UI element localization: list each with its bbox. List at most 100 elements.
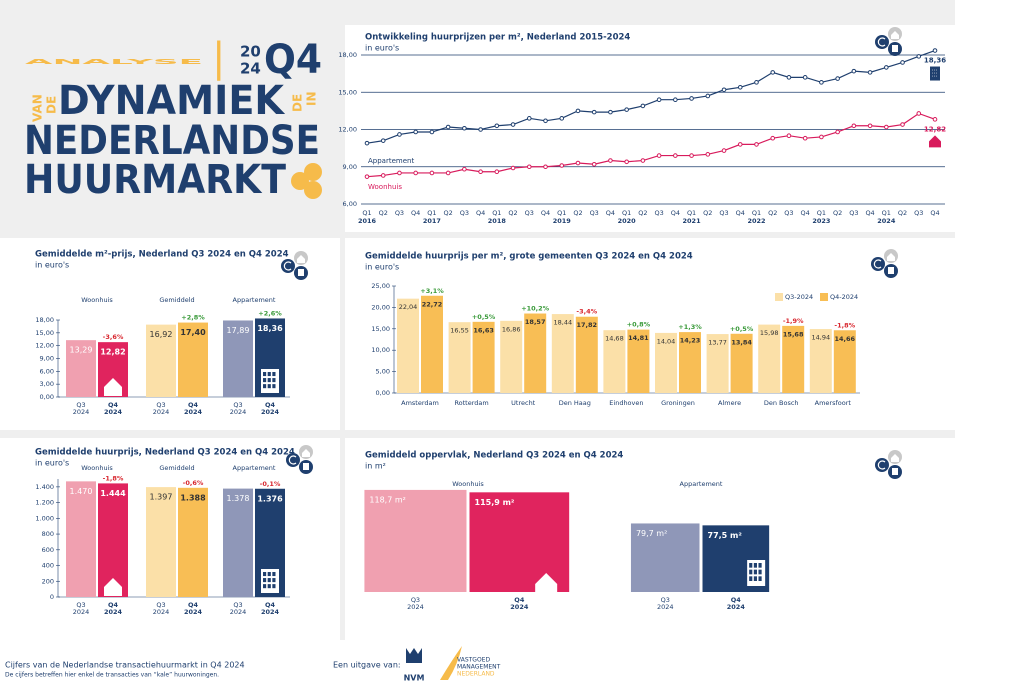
x-tick-label: Q2: [703, 209, 712, 217]
x-tick-label: Q2: [768, 209, 777, 217]
point: [624, 107, 629, 112]
period-year: 2024: [510, 603, 529, 611]
value-label: 16,63: [473, 326, 494, 334]
euro-icon: [288, 455, 297, 465]
x-tick-label: Q4: [606, 209, 615, 217]
point: [559, 116, 565, 121]
value-label: 79,7 m²: [636, 529, 667, 538]
point: [608, 158, 613, 163]
value-label: 13,84: [731, 338, 752, 346]
bar: [833, 330, 856, 393]
y-tick-label: 15,00: [338, 88, 357, 96]
change-label: +10,2%: [521, 305, 549, 313]
logo-mark: [440, 646, 462, 680]
house-icon: [104, 578, 122, 596]
header-separator: |: [212, 35, 225, 81]
header-suffix: IN: [305, 91, 319, 106]
point: [689, 153, 694, 158]
point: [851, 123, 857, 129]
value-label: 16,92: [150, 330, 173, 339]
bar: [178, 322, 208, 397]
y-tick-label: 5,00: [376, 368, 390, 376]
y-tick-label: 600: [42, 546, 54, 554]
euro-icon: [281, 259, 295, 273]
point: [819, 80, 824, 85]
period-year: 2024: [153, 608, 170, 616]
building-icon: [892, 45, 898, 52]
x-tick-label: Q2: [379, 209, 388, 217]
house-icon: [891, 454, 899, 462]
window: [272, 378, 276, 383]
window: [936, 75, 937, 77]
point: [770, 135, 776, 141]
y-tick-label: 400: [42, 562, 54, 570]
x-tick-label: Q2: [508, 209, 517, 217]
window: [263, 578, 267, 583]
window: [267, 384, 271, 389]
change-label: +2,6%: [258, 309, 282, 317]
window: [267, 578, 271, 583]
house-icon: [297, 255, 305, 263]
x-tick-label: Q3: [719, 209, 728, 217]
category-label: Almere: [718, 399, 741, 407]
point: [754, 80, 759, 85]
category-label: Woonhuis: [81, 464, 113, 472]
y-tick-label: 25,00: [371, 282, 390, 290]
point: [526, 164, 532, 170]
y-tick-label: 15,00: [371, 325, 390, 333]
chart-subtitle: in euro's: [365, 44, 399, 53]
value-label: 22,04: [399, 303, 418, 311]
series-label: Woonhuis: [368, 183, 402, 191]
x-tick-label: Q3: [914, 209, 923, 217]
period-label: Q3: [411, 596, 420, 604]
value-label: 14,94: [811, 334, 830, 342]
value-label: 18,57: [525, 318, 546, 326]
window: [758, 576, 762, 581]
x-tick-label: Q3: [784, 209, 793, 217]
bar: [551, 314, 574, 393]
x-tick-label: Q4: [671, 209, 680, 217]
y-tick-label: 12,00: [35, 342, 54, 350]
window: [267, 584, 271, 589]
window: [263, 372, 267, 377]
icon: [304, 181, 322, 199]
x-tick-label: Q2: [833, 209, 842, 217]
y-tick-label: 9,00: [343, 163, 357, 171]
change-label: -1,8%: [834, 321, 855, 329]
point: [689, 96, 694, 101]
x-tick-label: Q3: [395, 209, 404, 217]
change-label: -1,9%: [783, 317, 804, 325]
x-tick-label: Q1: [427, 209, 436, 217]
period-year: 2024: [104, 608, 123, 616]
change-label: +0,8%: [627, 321, 651, 329]
value-label: 13,77: [708, 339, 727, 347]
x-tick-label: Q3: [590, 209, 599, 217]
point: [591, 161, 597, 167]
period-year: 2024: [261, 408, 280, 416]
point: [462, 166, 467, 172]
window: [932, 69, 933, 71]
chart-subtitle: in euro's: [35, 261, 69, 270]
bar: [575, 316, 598, 393]
logo-text: VASTGOED: [457, 657, 490, 664]
point: [543, 118, 548, 124]
header-title: DYNAMIEK: [58, 78, 286, 124]
bar: [223, 320, 253, 397]
header-title: ANALYSE: [25, 58, 204, 66]
house-icon: [929, 135, 941, 148]
x-tick-label: Q4: [541, 209, 550, 217]
value-label: 12,82: [100, 348, 125, 357]
chart-subtitle: in euro's: [35, 459, 69, 468]
header-quarter: Q4: [264, 37, 322, 83]
bar: [146, 324, 176, 397]
change-label: +3,1%: [420, 287, 444, 295]
point: [786, 133, 792, 139]
series-line: [366, 49, 936, 144]
window: [934, 72, 935, 74]
change-label: -1,8%: [103, 474, 124, 482]
point: [656, 97, 662, 102]
window: [934, 69, 935, 71]
x-tick-label: Q3: [654, 209, 663, 217]
point: [608, 109, 613, 115]
footer-text: Cijfers van de Nederlandse transactiehuu…: [5, 661, 245, 670]
